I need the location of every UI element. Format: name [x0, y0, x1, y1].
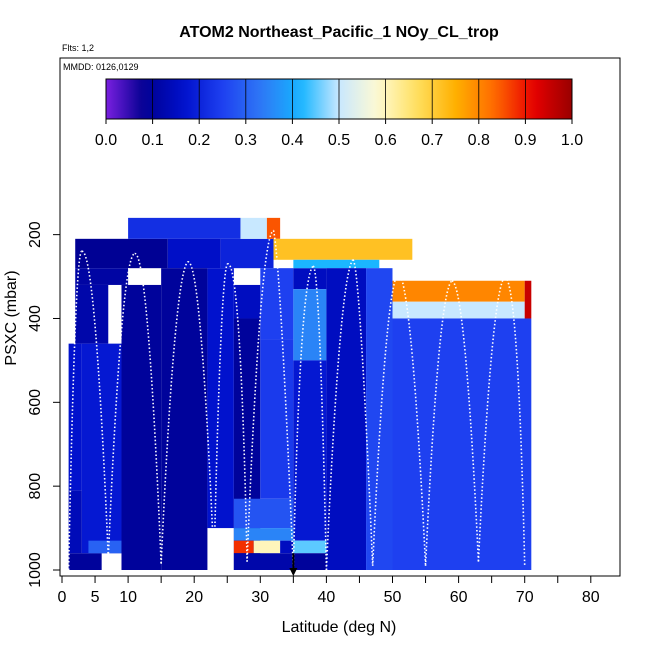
heat-cell — [68, 553, 102, 570]
heat-cell — [233, 284, 261, 319]
heat-cell — [280, 540, 294, 554]
heat-cell — [524, 280, 532, 319]
x-tick-label: 20 — [185, 589, 203, 606]
flight-profile — [187, 261, 215, 564]
arrow-head — [289, 568, 298, 576]
colorbar-tick-label: 0.9 — [514, 132, 536, 149]
heat-cell — [293, 360, 327, 541]
colorbar-tick-label: 0.4 — [281, 132, 303, 149]
flight-profile — [504, 275, 526, 566]
heat-cell — [240, 217, 267, 239]
heat-cell — [128, 217, 241, 239]
y-axis-label: PSXC (mbar) — [3, 270, 20, 365]
heat-cell — [293, 289, 327, 361]
x-tick-label: 70 — [516, 589, 534, 606]
x-tick-label: 80 — [582, 589, 600, 606]
heat-cell — [366, 268, 393, 570]
heat-cell — [326, 268, 367, 570]
y-tick-label: 600 — [27, 389, 44, 416]
x-tick-label: 0 — [58, 589, 67, 606]
colorbar-tick-label: 0.3 — [235, 132, 257, 149]
colorbar-tick-label: 0.0 — [95, 132, 117, 149]
heatmap-layer — [68, 217, 532, 570]
flight-profile — [213, 263, 228, 564]
x-tick-label: 60 — [450, 589, 468, 606]
colorbar-tick-label: 0.8 — [468, 132, 490, 149]
flight-profile — [160, 261, 189, 564]
marker-layer — [289, 553, 298, 576]
colorbar: 0.0 0.1 0.2 0.3 0.4 0.5 0.6 0.7 0.8 0.9 1.0 — [95, 78, 583, 149]
chart-title: ATOM2 Northeast_Pacific_1 NOy_CL_trop — [179, 24, 499, 41]
heat-cell — [121, 284, 162, 570]
heat-cell — [88, 540, 122, 554]
heat-cell — [392, 318, 532, 570]
x-tick-label: 30 — [251, 589, 269, 606]
heat-cell — [233, 528, 294, 541]
heat-cell — [293, 259, 380, 269]
date-note: MMDD: 0126,0129 — [63, 62, 139, 72]
x-tick-label: 10 — [119, 589, 137, 606]
flight-profile — [226, 263, 248, 562]
x-tick-label: 40 — [318, 589, 336, 606]
flight-profile — [67, 250, 83, 571]
flight-profile — [451, 279, 480, 562]
heat-cell — [233, 498, 294, 529]
heat-cell — [68, 343, 82, 491]
x-axis-label: Latitude (deg N) — [282, 619, 397, 636]
heat-cell — [260, 339, 294, 499]
heat-cell — [273, 238, 413, 260]
heat-cell — [266, 217, 281, 239]
flights-note: Flts: 1,2 — [62, 43, 94, 53]
heat-cell — [75, 238, 168, 269]
heat-cell — [68, 490, 82, 554]
flight-profile — [292, 265, 314, 571]
flight-profile — [272, 230, 295, 571]
heat-cell — [392, 280, 525, 302]
heat-cell — [392, 301, 525, 319]
y-axis: 200 400 600 800 1000 — [27, 58, 61, 588]
heat-cell — [81, 343, 122, 554]
flight-profile — [477, 275, 506, 562]
x-tick-label: 5 — [91, 589, 100, 606]
colorbar-tick-label: 0.6 — [374, 132, 396, 149]
heat-cell — [260, 268, 294, 340]
y-tick-label: 400 — [27, 305, 44, 332]
colorbar-tick-label: 1.0 — [561, 132, 583, 149]
colorbar-tick-label: 0.1 — [141, 132, 163, 149]
y-tick-label: 1000 — [27, 552, 44, 588]
colorbar-tick-label: 0.2 — [188, 132, 210, 149]
heat-cell — [293, 540, 327, 554]
flight-profile — [134, 252, 162, 564]
y-tick-label: 800 — [27, 473, 44, 500]
heat-cell — [233, 540, 254, 554]
heat-cell — [233, 553, 294, 570]
heat-cell — [220, 238, 274, 269]
heat-cell — [253, 540, 281, 554]
flight-profile — [371, 271, 400, 566]
flight-profile — [81, 250, 110, 558]
colorbar-tick-label: 0.5 — [328, 132, 350, 149]
y-tick-label: 200 — [27, 221, 44, 248]
heat-cell — [167, 238, 221, 269]
heat-cell — [75, 268, 129, 285]
flight-profile — [325, 259, 354, 571]
heat-cell — [293, 268, 327, 290]
x-axis: 0 5 10 20 30 40 50 60 70 80 — [58, 575, 620, 606]
heat-cell — [207, 268, 234, 529]
flight-profile — [424, 280, 453, 566]
flight-profile — [398, 271, 427, 566]
x-tick-label: 50 — [384, 589, 402, 606]
flight-profiles — [67, 229, 526, 571]
heat-cell — [293, 553, 327, 570]
colorbar-tick-label: 0.7 — [421, 132, 443, 149]
